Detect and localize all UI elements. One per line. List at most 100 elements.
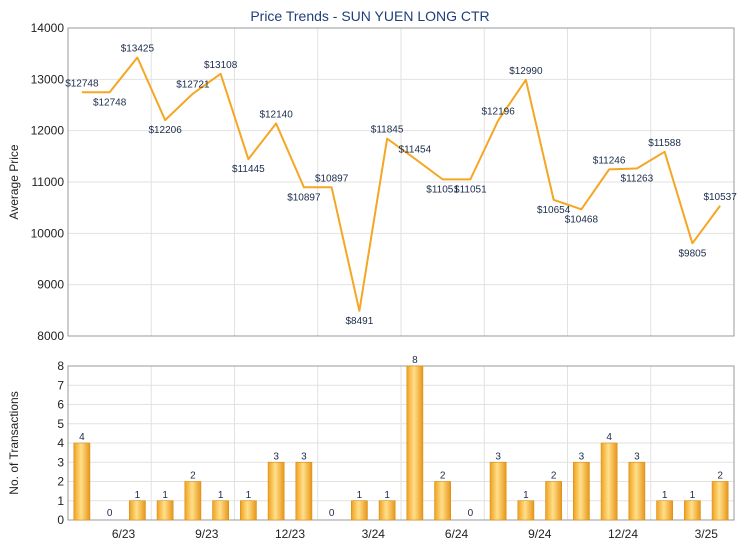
y-tick-label: 7 [57, 378, 64, 392]
y-tick-label: 8000 [37, 329, 64, 343]
price-data-label: $11845 [371, 125, 404, 136]
x-tick-label: 3/25 [695, 527, 719, 541]
price-data-label: $11263 [621, 173, 654, 184]
y-tick-label: 4 [57, 436, 64, 450]
x-tick-label: 6/24 [445, 527, 469, 541]
y-tick-label: 3 [57, 455, 64, 469]
transactions-panel: 0 1 2 3 4 5 6 7 8 4 0 1 1 2 1 1 3 3 0 1 1 8 2 0 3 1 2 3 4 3 1 1 2 6/23 9/2… [57, 355, 735, 541]
transaction-bar [434, 481, 451, 521]
y-tick-label: 10000 [31, 226, 65, 240]
transaction-bar [212, 500, 229, 521]
bar-value-label: 3 [495, 451, 501, 462]
price-axis-title: Average Price [7, 144, 21, 219]
bar-value-label: 1 [246, 490, 252, 501]
bar-value-label: 8 [412, 355, 418, 366]
bar-value-label: 2 [717, 471, 723, 482]
x-tick-label: 3/24 [362, 527, 386, 541]
y-tick-label: 1 [57, 494, 64, 508]
price-data-label: $12748 [65, 78, 99, 89]
x-tick-label: 9/24 [528, 527, 552, 541]
y-tick-label: 14000 [31, 21, 65, 35]
price-data-label: $10468 [565, 214, 599, 225]
x-tick-label: 12/23 [275, 527, 305, 541]
price-data-label: $11246 [593, 155, 626, 166]
transaction-bar [156, 500, 174, 521]
x-tick-label: 6/23 [112, 527, 136, 541]
price-data-label: $12206 [148, 125, 182, 136]
y-tick-label: 13000 [31, 72, 65, 86]
y-tick-label: 2 [57, 475, 64, 489]
bar-value-label: 4 [606, 432, 612, 443]
transaction-bar [517, 500, 535, 521]
y-tick-label: 12000 [31, 124, 65, 138]
price-data-label: $12721 [176, 80, 210, 91]
price-data-label: $12196 [481, 107, 515, 118]
y-tick-label: 5 [57, 417, 64, 431]
y-tick-label: 9000 [37, 278, 64, 292]
price-panel: 8000 9000 10000 11000 12000 13000 14000 $12748 $… [31, 21, 738, 343]
price-data-label: $8491 [345, 316, 373, 327]
price-data-label: $13425 [121, 44, 155, 55]
bar-value-label: 1 [523, 490, 529, 501]
price-data-label: $11051 [454, 184, 487, 195]
chart-title: Price Trends - SUN YUEN LONG CTR [250, 8, 489, 24]
transaction-bar [711, 481, 729, 521]
price-data-label: $10897 [287, 192, 321, 203]
bar-value-label: 2 [551, 471, 557, 482]
transaction-bar [73, 442, 91, 521]
price-data-label: $12990 [509, 66, 543, 77]
transaction-bar [295, 461, 313, 521]
bar-value-label: 1 [384, 490, 390, 501]
bar-value-label: 2 [440, 471, 446, 482]
transaction-bar [573, 461, 590, 521]
price-data-label: $11588 [648, 138, 681, 149]
plot-frame [67, 365, 735, 521]
transactions-axis-title: No. of Transactions [7, 391, 21, 494]
transaction-bar [184, 481, 202, 521]
bar-value-label: 3 [579, 451, 585, 462]
bar-value-label: 3 [301, 451, 307, 462]
bar-value-label: 0 [107, 508, 113, 519]
transaction-bar [129, 500, 146, 521]
transaction-bar [406, 365, 424, 521]
bar-value-label: 2 [190, 471, 196, 482]
transaction-bar [489, 461, 507, 521]
price-data-label: $9805 [678, 248, 706, 259]
y-tick-label: 6 [57, 398, 64, 412]
price-data-label: $11454 [399, 145, 432, 156]
transaction-bar [351, 500, 368, 521]
bar-value-label: 1 [357, 490, 363, 501]
price-data-label: $10654 [537, 205, 571, 216]
transaction-bar [378, 500, 396, 521]
bar-value-label: 3 [634, 451, 640, 462]
plot-frame [67, 27, 735, 337]
transaction-bar [656, 500, 673, 521]
x-tick-label: 12/24 [608, 527, 638, 541]
price-line [81, 56, 721, 312]
transaction-bar [240, 500, 257, 521]
price-data-label: $12748 [93, 97, 127, 108]
bar-value-label: 1 [218, 490, 224, 501]
bar-value-label: 0 [329, 508, 335, 519]
bar-value-label: 1 [162, 490, 168, 501]
price-data-label: $11051 [426, 184, 459, 195]
x-tick-label: 9/23 [195, 527, 219, 541]
price-data-label: $13108 [204, 60, 238, 71]
bar-value-label: 0 [468, 508, 474, 519]
y-tick-label: 0 [57, 513, 64, 527]
y-tick-label: 8 [57, 359, 64, 373]
price-data-label: $11445 [232, 164, 265, 175]
transaction-bar [684, 500, 701, 521]
bar-value-label: 4 [79, 432, 85, 443]
transaction-bar [600, 442, 618, 521]
bar-value-label: 1 [135, 490, 141, 501]
y-tick-label: 11000 [32, 175, 65, 189]
transaction-bar [628, 461, 646, 521]
price-data-label: $12140 [259, 109, 293, 120]
bar-value-label: 1 [690, 490, 696, 501]
price-data-label: $10897 [315, 173, 349, 184]
bar-value-label: 3 [273, 451, 279, 462]
price-data-label: $10537 [703, 192, 737, 203]
transaction-bar [545, 481, 562, 521]
